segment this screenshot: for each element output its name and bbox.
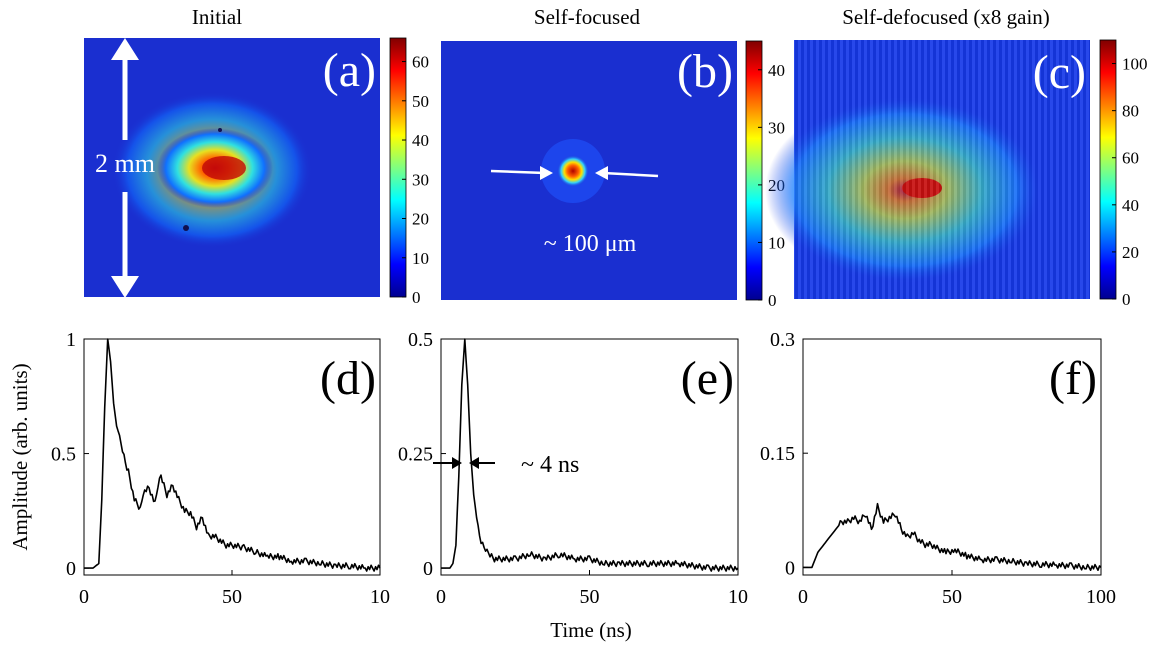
size-annotation-a: 2 mm [95,149,155,178]
panel-c-label: (c) [1033,46,1086,99]
colorbar-tick-label: 0 [412,288,421,307]
y-tick-label: 0 [66,558,76,580]
colorbar-tick-label: 30 [768,118,785,137]
colorbar-tick-label: 10 [412,249,429,268]
arrowhead-right-icon [452,457,462,469]
heatmap-c-noise [794,40,1090,299]
x-tick-label: 10 [370,586,390,608]
trace-panel-f: 0 50 100 0 0.15 0.3 (f) [760,329,1116,608]
size-annotation-b: ~ 100 μm [544,231,637,257]
colorbar-tick-label: 0 [1122,290,1131,309]
x-tick-label: 10 [728,586,748,608]
colorbar-b [745,40,763,301]
beam-spot-b [557,155,589,187]
colorbar-tick-label: 0 [768,291,777,310]
x-tick-label: 50 [580,586,600,608]
arrowhead-up-icon [111,38,139,60]
fwhm-annotation-text: ~ 4 ns [521,452,579,478]
panel-b-label: (b) [677,45,733,98]
beam-spot-a-peak [202,156,246,180]
fwhm-annotation: ~ 4 ns [433,452,579,478]
colorbar-tick-label: 40 [768,61,785,80]
y-tick-label: 0.25 [398,444,433,466]
y-tick-label: 0 [785,557,795,579]
panel-c-title: Self-defocused (x8 gain) [842,5,1050,29]
colorbar-a [389,37,407,298]
defect-dot [183,225,189,231]
colorbar-c-ticks: 0 20 40 60 80 100 [1112,55,1148,309]
colorbar-tick-label: 50 [412,92,429,111]
x-tick-label: 0 [798,586,808,608]
x-tick-label: 100 [1086,586,1116,608]
colorbar-tick-label: 40 [1122,196,1139,215]
colorbar-tick-label: 10 [768,233,785,252]
panel-b-title: Self-focused [534,5,641,29]
width-arrow-right [602,171,659,178]
panel-a: Initial (a) 2 mm 0 10 20 30 40 50 60 [84,5,429,307]
x-tick-label: 0 [79,586,89,608]
y-tick-label: 0.5 [408,329,433,351]
y-tick-label: 0.5 [51,444,76,466]
colorbar-tick-label: 20 [412,210,429,229]
colorbar-tick-label: 30 [412,170,429,189]
arrowhead-down-icon [111,276,139,298]
colorbar-a-ticks: 0 10 20 30 40 50 60 [402,53,429,307]
y-axis-label: Amplitude (arb. units) [8,363,32,550]
trace-panel-label: (d) [320,352,376,405]
series-line [84,338,381,572]
x-tick-label: 50 [942,586,962,608]
y-tick-label: 0 [423,558,433,580]
panel-a-title: Initial [192,5,242,29]
trace-panel-label: (f) [1049,352,1097,405]
arrowhead-left-icon [595,166,608,180]
colorbar-tick-label: 60 [412,53,429,72]
x-tick-label: 50 [222,586,242,608]
y-tick-label: 1 [66,329,76,351]
colorbar-tick-label: 20 [1122,243,1139,262]
arrowhead-right-icon [540,166,553,180]
x-axis-label: Time (ns) [550,618,632,642]
defect-dot [218,128,222,132]
series-line [441,338,739,572]
arrowhead-left-icon [469,457,479,469]
colorbar-tick-label: 100 [1122,55,1148,74]
y-tick-label: 0.3 [770,329,795,351]
colorbar-c [1099,39,1117,300]
width-arrow-left [490,169,546,175]
trace-panel-label: (e) [681,352,734,405]
panel-c: Self-defocused (x8 gain) (c) 0 20 40 60 80 10… [765,5,1148,309]
x-tick-label: 0 [436,586,446,608]
y-tick-label: 0.15 [760,443,795,465]
colorbar-tick-label: 40 [412,131,429,150]
series-line [803,502,1102,571]
panel-a-label: (a) [323,44,376,97]
colorbar-tick-label: 80 [1122,102,1139,121]
colorbar-tick-label: 60 [1122,149,1139,168]
